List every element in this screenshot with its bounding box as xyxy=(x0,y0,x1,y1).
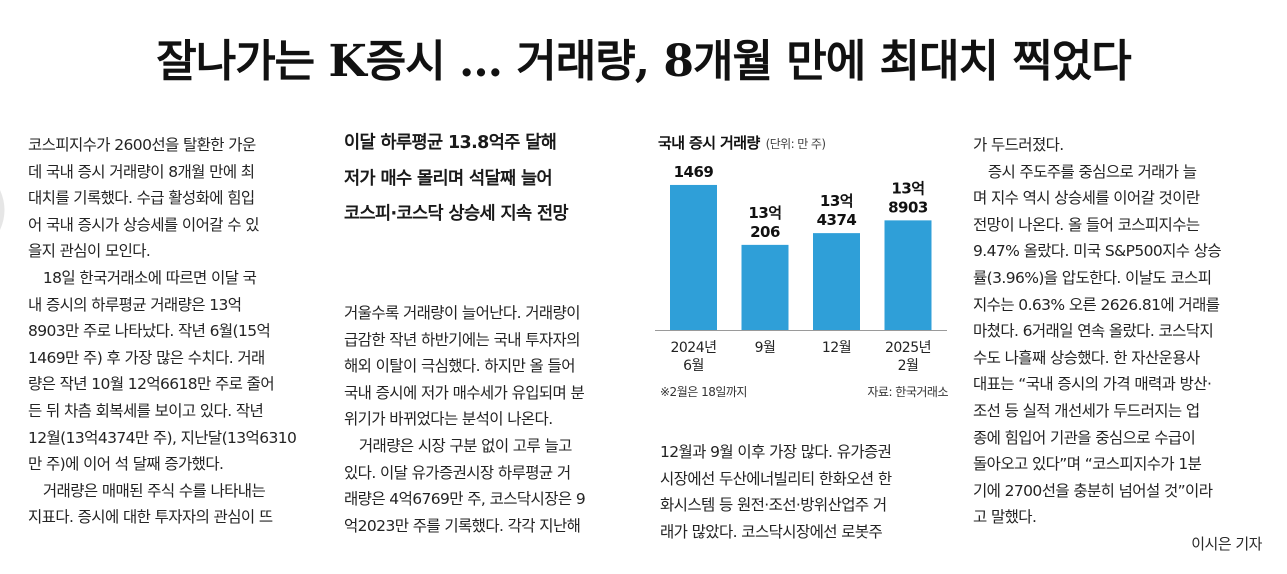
col2-line: 해외 이탈이 극심했다. 하지만 올 들어 xyxy=(344,357,575,376)
col4-line: 대표는 “국내 증시의 가격 매력과 방산· xyxy=(973,375,1212,394)
col4-line: 마쳤다. 6거래일 연속 올랐다. 코스닥지 xyxy=(973,322,1214,341)
chart-value-label: 13억 xyxy=(891,179,924,197)
subhead-line: 이달 하루평균 13.8억주 달해 xyxy=(344,133,557,153)
col1-line: 만 주)에 이어 석 달째 증가했다. xyxy=(28,455,224,474)
chart-bar xyxy=(670,184,717,330)
col4-line: 고 말했다. xyxy=(973,508,1037,527)
col4-line: 률(3.96%)을 압도한다. 이날도 코스피 xyxy=(973,268,1212,287)
col1-line: 지표다. 증시에 대한 투자자의 관심이 뜨 xyxy=(28,508,273,527)
col1-line: 거래량은 매매된 주식 수를 나타내는 xyxy=(28,481,266,500)
chart-bar xyxy=(741,244,789,330)
col2-line: 억2023만 주를 기록했다. 각각 지난해 xyxy=(344,516,581,535)
chart-title-text: 국내 증시 거래량 xyxy=(658,134,760,152)
chart-unit: (단위: 만 주) xyxy=(765,137,826,151)
col3-line: 시장에선 두산에너빌리티 한화오션 한 xyxy=(660,469,892,488)
col1-line: 8903만 주로 나타났다. 작년 6월(15억 xyxy=(28,322,271,341)
chart-title: 국내 증시 거래량 (단위: 만 주) xyxy=(658,132,826,153)
col4-line: 증시 주도주를 중심으로 거래가 늘 xyxy=(973,162,1197,181)
col3-line: 래가 많았다. 코스닥시장에선 로봇주 xyxy=(660,522,883,541)
chart-category-label: 6월 xyxy=(683,358,704,374)
chart-value-label: 15억 xyxy=(677,160,710,162)
page-edge-mark xyxy=(0,190,10,230)
col4-line: 가 두드러졌다. xyxy=(973,136,1064,154)
col4-line: 며 지수 역시 상승세를 이어갈 것이란 xyxy=(973,189,1200,208)
chart-category-label: 2월 xyxy=(898,358,919,374)
col4-line: 수도 나흘째 상승했다. 한 자산운용사 xyxy=(973,348,1200,367)
col1-line: 내 증시의 하루평균 거래량은 13억 xyxy=(28,295,242,314)
chart-bar xyxy=(813,233,860,330)
col4-line: 기에 2700선을 충분히 넘어설 것”이라 xyxy=(973,481,1213,500)
chart-footnote: ※2월은 18일까지 xyxy=(660,385,747,399)
chart-category-label: 2025년 xyxy=(885,340,931,356)
col2-line: 국내 증시에 저가 매수세가 유입되며 분 xyxy=(344,383,585,402)
col4-line: 지수는 0.63% 오른 2626.81에 거래를 xyxy=(973,295,1220,314)
byline: 이시은 기자 xyxy=(1191,535,1262,553)
col1-line: 을지 관심이 모인다. xyxy=(28,242,151,261)
chart-value-label: 206 xyxy=(750,223,780,241)
col1-line: 데 국내 증시 거래량이 8개월 만에 최 xyxy=(28,162,255,181)
col2-line: 래량은 4억6769만 주, 코스닥시장은 9 xyxy=(344,490,586,509)
col1-line: 량은 작년 10월 12억6618만 주로 줄어 xyxy=(28,375,275,394)
chart-value-label: 13억 xyxy=(820,192,853,210)
col2-line: 거래량은 시장 구분 없이 고루 늘고 xyxy=(344,436,572,455)
col2-line: 급감한 작년 하반기에는 국내 투자자의 xyxy=(344,330,580,349)
col2-line: 거울수록 거래량이 늘어난다. 거래량이 xyxy=(344,304,580,322)
subhead-line: 저가 매수 몰리며 석달째 늘어 xyxy=(344,168,553,189)
col2-line: 위기가 바뀌었다는 분석이 나온다. xyxy=(344,410,553,429)
col4-line: 전망이 나온다. 올 들어 코스피지수는 xyxy=(973,215,1200,234)
col1-line: 대치를 기록했다. 수급 활성화에 힘입 xyxy=(28,189,255,208)
col3-line: 화시스템 등 원전·조선·방위산업주 거 xyxy=(660,496,887,515)
chart-category-label: 12월 xyxy=(822,340,851,356)
col1-line: 18일 한국거래소에 따르면 이달 국 xyxy=(28,268,257,287)
col4-line: 돌아오고 있다”며 “코스피지수가 1분 xyxy=(973,455,1202,474)
col1-line: 코스피지수가 2600선을 탈환한 가운 xyxy=(28,136,256,154)
chart-value-label: 4374 xyxy=(817,211,857,229)
col3-line: 12월과 9월 이후 가장 많다. 유가증권 xyxy=(660,443,892,461)
subhead-line: 코스피·코스닥 상승세 지속 전망 xyxy=(344,204,569,224)
chart-value-label: 1469 xyxy=(674,163,714,181)
chart-category-label: 9월 xyxy=(755,340,776,356)
chart-value-label: 13억 xyxy=(748,204,781,222)
chart-source: 자료: 한국거래소 xyxy=(867,385,948,399)
chart-value-label: 8903 xyxy=(888,198,928,216)
col1-line: 어 국내 증시가 상승세를 이어갈 수 있 xyxy=(28,215,259,234)
col4-line: 종에 힘입어 기관을 중심으로 수급이 xyxy=(973,428,1196,447)
chart-bar xyxy=(884,220,932,330)
col4-line: 9.47% 올랐다. 미국 S&P500지수 상승 xyxy=(973,242,1222,261)
col1-line: 12월(13억4374만 주), 지난달(13억6310 xyxy=(28,428,297,447)
col1-line: 든 뒤 차츰 회복세를 보이고 있다. 작년 xyxy=(28,401,264,420)
col2-line: 있다. 이달 유가증권시장 하루평균 거 xyxy=(344,463,571,482)
col1-line: 1469만 주) 후 가장 많은 수치다. 거래 xyxy=(28,348,265,367)
headline: 잘나가는 K증시 … 거래량, 8개월 만에 최대치 찍었다 xyxy=(156,36,1132,87)
col4-line: 조선 등 실적 개선세가 두드러지는 업 xyxy=(973,401,1200,420)
chart-category-label: 2024년 xyxy=(670,340,716,356)
volume-bar-chart: 15억14692024년6월13억2069월13억437412월13억89032… xyxy=(655,160,947,374)
